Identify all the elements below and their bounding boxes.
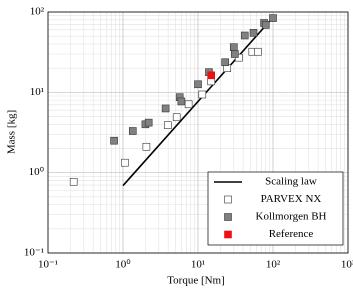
data-point: [121, 158, 129, 167]
legend-label: Kollmorgen BH: [256, 211, 327, 223]
data-point: [240, 31, 249, 40]
data-point: [269, 14, 277, 22]
legend-marker: [224, 195, 232, 204]
data-point: [207, 71, 216, 80]
scaling-line: [122, 14, 276, 187]
y-tick-label: 10²: [30, 6, 45, 18]
x-tick-label: 10¹: [191, 259, 205, 271]
legend-marker: [224, 230, 232, 239]
data-point: [254, 47, 262, 56]
data-point: [177, 97, 186, 106]
x-axis-label: Torque [Nm]: [167, 275, 225, 287]
data-point: [69, 177, 78, 186]
data-point: [194, 80, 202, 89]
data-point: [144, 118, 153, 127]
data-point: [164, 121, 172, 129]
y-tick-label: 10⁰: [29, 166, 45, 178]
x-tick-label: 10⁻¹: [38, 259, 58, 271]
data-point: [128, 127, 137, 135]
data-point: [249, 29, 258, 37]
data-point: [231, 50, 239, 58]
data-point: [172, 113, 181, 122]
legend-marker: [224, 213, 232, 221]
y-axis-label: Mass [kg]: [6, 110, 18, 154]
data-point: [261, 21, 270, 29]
x-tick-label: 10³: [341, 259, 353, 271]
legend-label: Reference: [269, 228, 314, 240]
legend-label: Scaling law: [265, 176, 317, 188]
data-point: [221, 58, 229, 67]
data-point: [229, 43, 238, 51]
data-point: [110, 136, 118, 145]
legend-label: PARVEX NX: [261, 193, 322, 205]
x-tick-label: 10⁰: [115, 259, 131, 271]
y-tick-label: 10¹: [30, 86, 44, 98]
data-point: [161, 104, 170, 113]
plot-frame: [47, 11, 349, 254]
data-point: [142, 142, 151, 151]
data-point: [184, 100, 193, 109]
data-point: [198, 90, 207, 99]
y-tick-label: 10⁻¹: [24, 247, 44, 259]
x-tick-label: 10²: [266, 259, 281, 271]
